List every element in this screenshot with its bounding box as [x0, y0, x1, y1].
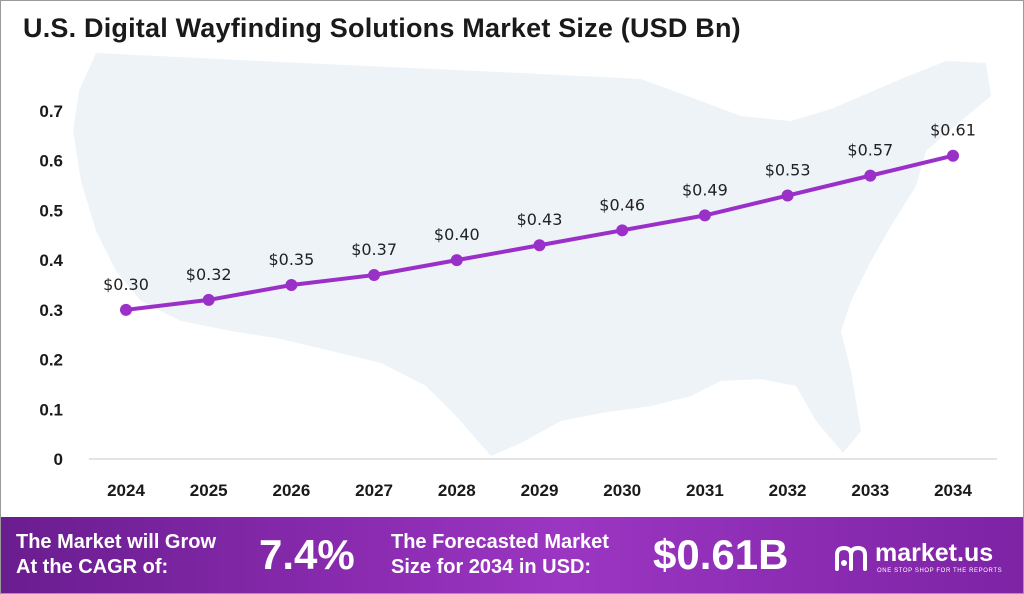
- data-point: [616, 224, 629, 237]
- forecast-value: $0.61B: [653, 531, 789, 578]
- brand-logo: market.us ONE STOP SHOP FOR THE REPORTS: [833, 539, 1019, 581]
- data-label: $0.49: [682, 180, 728, 199]
- x-tick-label: 2028: [438, 481, 476, 500]
- brand-name: market.us: [875, 539, 994, 567]
- forecast-label-line2: Size for 2034 in USD:: [391, 556, 592, 578]
- line-chart: 0 0.1 0.2 0.3 0.4 0.5 0.6 0.7 2024 2025 2026 2027 2…: [39, 53, 997, 500]
- x-tick-label: 2025: [190, 481, 228, 500]
- data-label: $0.30: [103, 275, 149, 294]
- x-tick-label: 2027: [355, 481, 393, 500]
- data-point: [864, 169, 877, 182]
- y-tick-label: 0.2: [39, 351, 63, 370]
- x-tick-label: 2029: [521, 481, 559, 500]
- data-label: $0.35: [268, 250, 314, 269]
- data-label: $0.57: [847, 141, 893, 160]
- data-point: [698, 209, 711, 222]
- y-tick-label: 0.3: [39, 301, 63, 320]
- data-label: $0.53: [765, 161, 811, 180]
- x-tick-label: 2026: [272, 481, 310, 500]
- y-tick-label: 0.1: [39, 400, 63, 419]
- y-tick-label: 0.6: [39, 152, 63, 171]
- y-tick-label: 0: [54, 450, 63, 469]
- data-point: [368, 269, 381, 282]
- chart-title: U.S. Digital Wayfinding Solutions Market…: [23, 13, 741, 43]
- data-label: $0.43: [517, 210, 563, 229]
- data-point: [285, 279, 298, 291]
- data-point: [947, 149, 959, 162]
- data-point: [781, 189, 794, 202]
- data-point: [450, 254, 463, 267]
- cagr-label-line1: The Market will Grow: [16, 531, 217, 553]
- data-point: [533, 239, 546, 252]
- x-tick-label: 2034: [934, 481, 972, 500]
- x-tick-label: 2030: [603, 481, 641, 500]
- market-us-logo-icon: [835, 545, 867, 571]
- y-tick-label: 0.5: [39, 201, 63, 220]
- brand-tagline: ONE STOP SHOP FOR THE REPORTS: [877, 568, 1003, 574]
- data-label: $0.40: [434, 225, 480, 244]
- x-tick-label: 2033: [851, 481, 889, 500]
- summary-footer: The Market will Grow At the CAGR of: 7.4…: [1, 517, 1023, 593]
- cagr-label-line2: At the CAGR of:: [16, 556, 169, 578]
- data-label: $0.61: [930, 121, 976, 140]
- x-tick-label: 2032: [769, 481, 807, 500]
- data-point: [120, 303, 132, 316]
- x-tick-label: 2031: [686, 481, 724, 500]
- cagr-value: 7.4%: [259, 531, 355, 578]
- data-label: $0.37: [351, 240, 397, 259]
- y-tick-label: 0.7: [39, 102, 63, 121]
- data-point: [202, 293, 215, 306]
- us-map-background: [73, 53, 991, 456]
- data-label: $0.32: [186, 265, 232, 284]
- y-tick-label: 0.4: [39, 251, 63, 270]
- forecast-label-line1: The Forecasted Market: [391, 531, 609, 553]
- data-label: $0.46: [599, 195, 645, 214]
- x-tick-label: 2024: [107, 481, 145, 500]
